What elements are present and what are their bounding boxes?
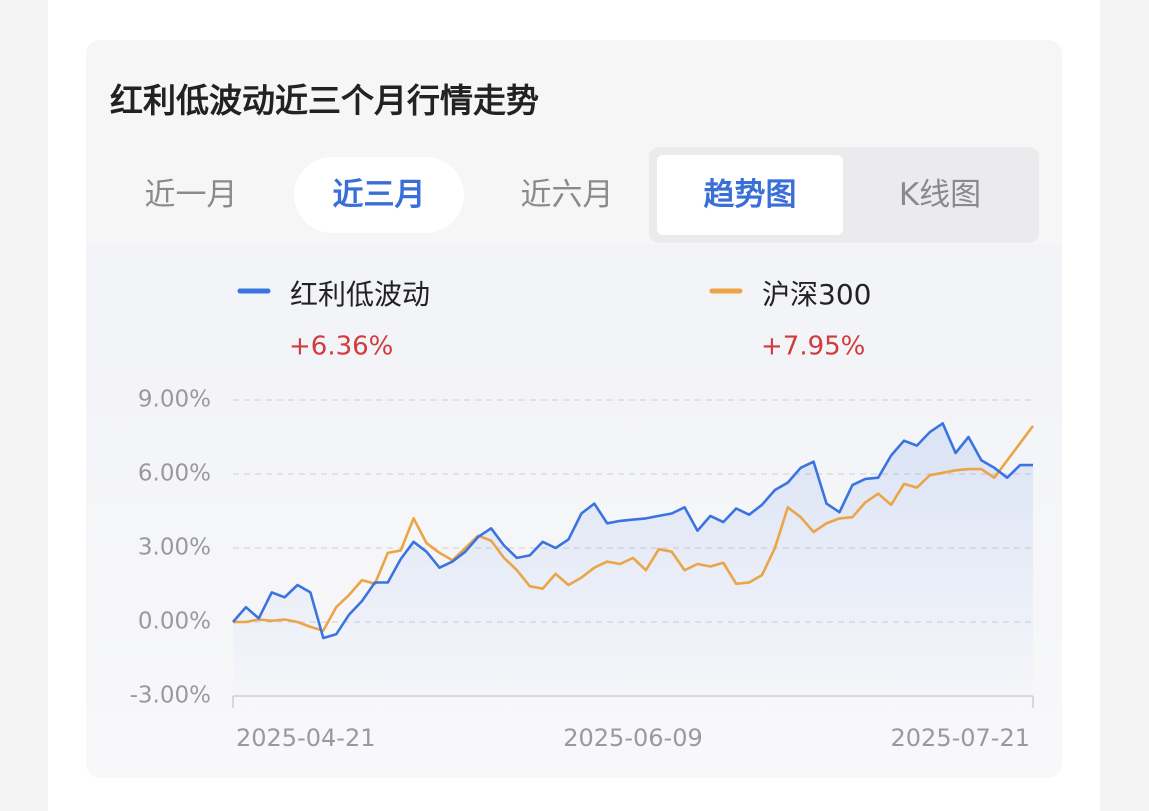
view-tab[interactable]: 趋势图: [657, 155, 843, 235]
line: [232, 422, 1033, 640]
y-tick-label: 0.00%: [138, 609, 211, 635]
x-tick-label: 2025-07-21: [891, 724, 1030, 752]
view-tabs: 趋势图 K线图: [649, 147, 1039, 243]
legend-label: 沪深300: [762, 278, 871, 311]
area: [233, 423, 1033, 696]
x-tick-label: 2025-06-09: [563, 724, 702, 752]
y-tick-label: 3.00%: [138, 535, 211, 561]
y-tick-label: -3.00%: [130, 683, 211, 709]
line: [233, 425, 1035, 632]
period-tab[interactable]: 近一月: [144, 177, 238, 213]
x-tick-label: 2025-04-21: [236, 724, 375, 752]
legend-label: 红利低波动: [290, 278, 430, 311]
period-tab[interactable]: 近三月: [294, 157, 464, 233]
y-tick-label: 6.00%: [138, 461, 211, 487]
period-tab[interactable]: 近六月: [520, 177, 614, 213]
legend-change: +6.36%: [289, 332, 393, 362]
legend-change: +7.95%: [761, 332, 865, 362]
title: 红利低波动近三个月行情走势: [110, 81, 539, 120]
y-tick-label: 9.00%: [138, 387, 211, 413]
view-tab[interactable]: K线图: [898, 177, 982, 213]
